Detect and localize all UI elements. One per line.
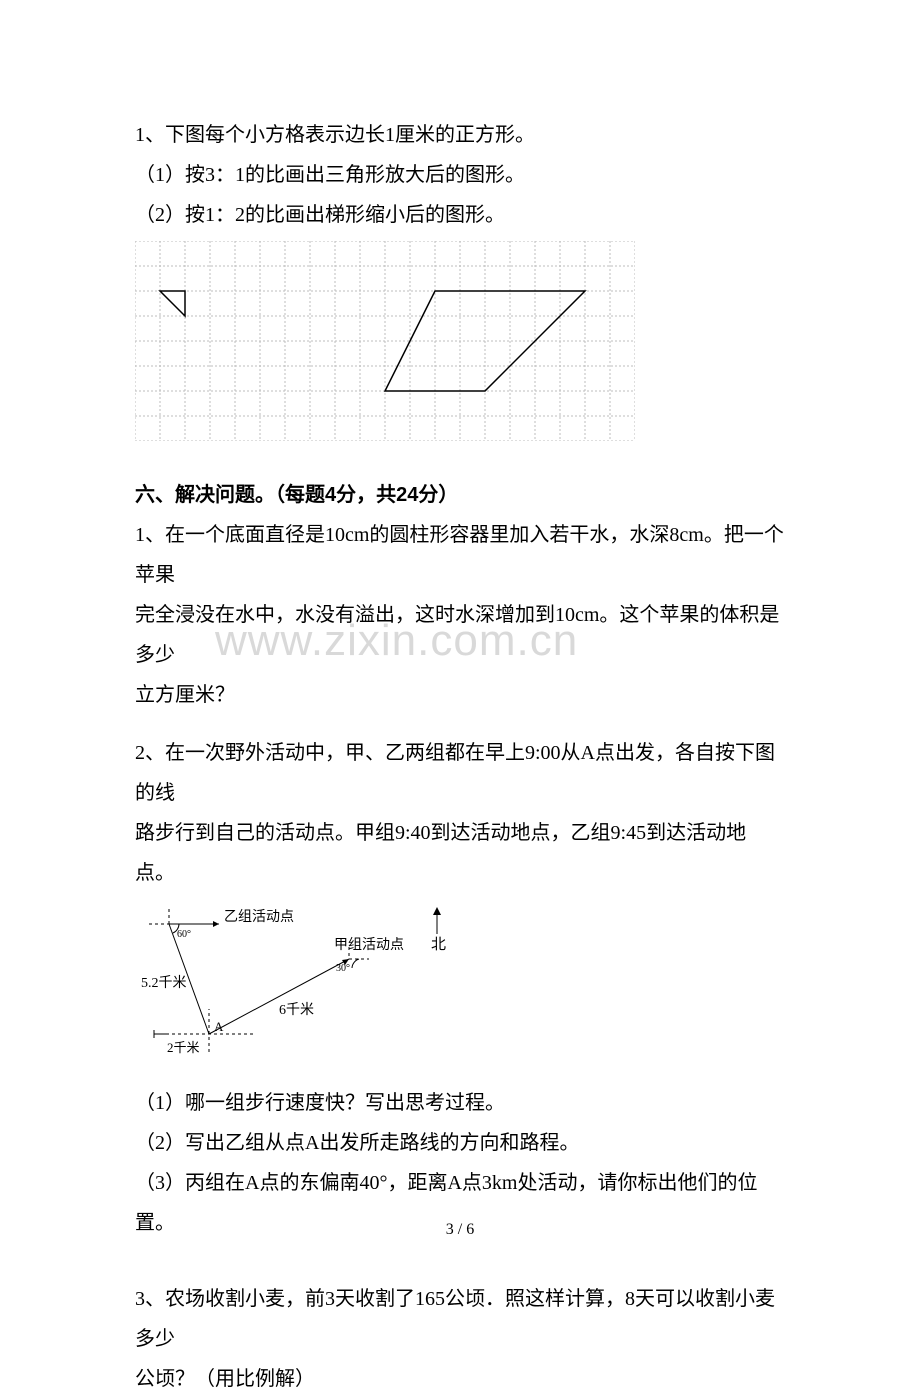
problem2-l2: 路步行到自己的活动点。甲组9:40到达活动地点，乙组9:45到达活动地点。 — [135, 813, 785, 893]
q1-intro: 1、下图每个小方格表示边长1厘米的正方形。 — [135, 115, 785, 155]
problem1-l2: 完全浸没在水中，水没有溢出，这时水深增加到10cm。这个苹果的体积是多少 — [135, 595, 785, 675]
problem2-s3: （3）丙组在A点的东偏南40°，距离A点3km处活动，请你标出他们的位置。 — [135, 1163, 785, 1243]
q1-p2: （2）按1：2的比画出梯形缩小后的图形。 — [135, 195, 785, 235]
svg-text:30°: 30° — [336, 963, 350, 974]
svg-text:甲组活动点: 甲组活动点 — [334, 937, 404, 953]
spacer — [135, 1261, 785, 1279]
svg-text:60°: 60° — [177, 929, 191, 940]
svg-text:2千米: 2千米 — [167, 1040, 200, 1055]
problem2-s1: （1）哪一组步行速度快？写出思考过程。 — [135, 1083, 785, 1123]
spacer — [135, 715, 785, 733]
spacer — [135, 1243, 785, 1261]
map-figure: A乙组活动点甲组活动点5.2千米6千米2千米60°30°北 — [139, 899, 785, 1073]
svg-text:北: 北 — [431, 936, 446, 953]
problem2-l1: 2、在一次野外活动中，甲、乙两组都在早上9:00从A点出发，各自按下图的线 — [135, 733, 785, 813]
problem3-l1: 3、农场收割小麦，前3天收割了165公顷．照这样计算，8天可以收割小麦多少 — [135, 1279, 785, 1359]
problem1-l1: 1、在一个底面直径是10cm的圆柱形容器里加入若干水，水深8cm。把一个苹果 — [135, 515, 785, 595]
section6-heading: 六、解决问题。（每题4分，共24分） — [135, 475, 785, 515]
problem1-l3: 立方厘米？ — [135, 675, 785, 715]
svg-text:乙组活动点: 乙组活动点 — [224, 909, 294, 925]
svg-text:6千米: 6千米 — [279, 1002, 314, 1018]
problem3-l2: 公顷？（用比例解） — [135, 1359, 785, 1399]
q1-p1: （1）按3：1的比画出三角形放大后的图形。 — [135, 155, 785, 195]
svg-text:5.2千米: 5.2千米 — [141, 975, 187, 991]
problem2-s2: （2）写出乙组从点A出发所走路线的方向和路程。 — [135, 1123, 785, 1163]
grid-figure — [135, 241, 785, 455]
